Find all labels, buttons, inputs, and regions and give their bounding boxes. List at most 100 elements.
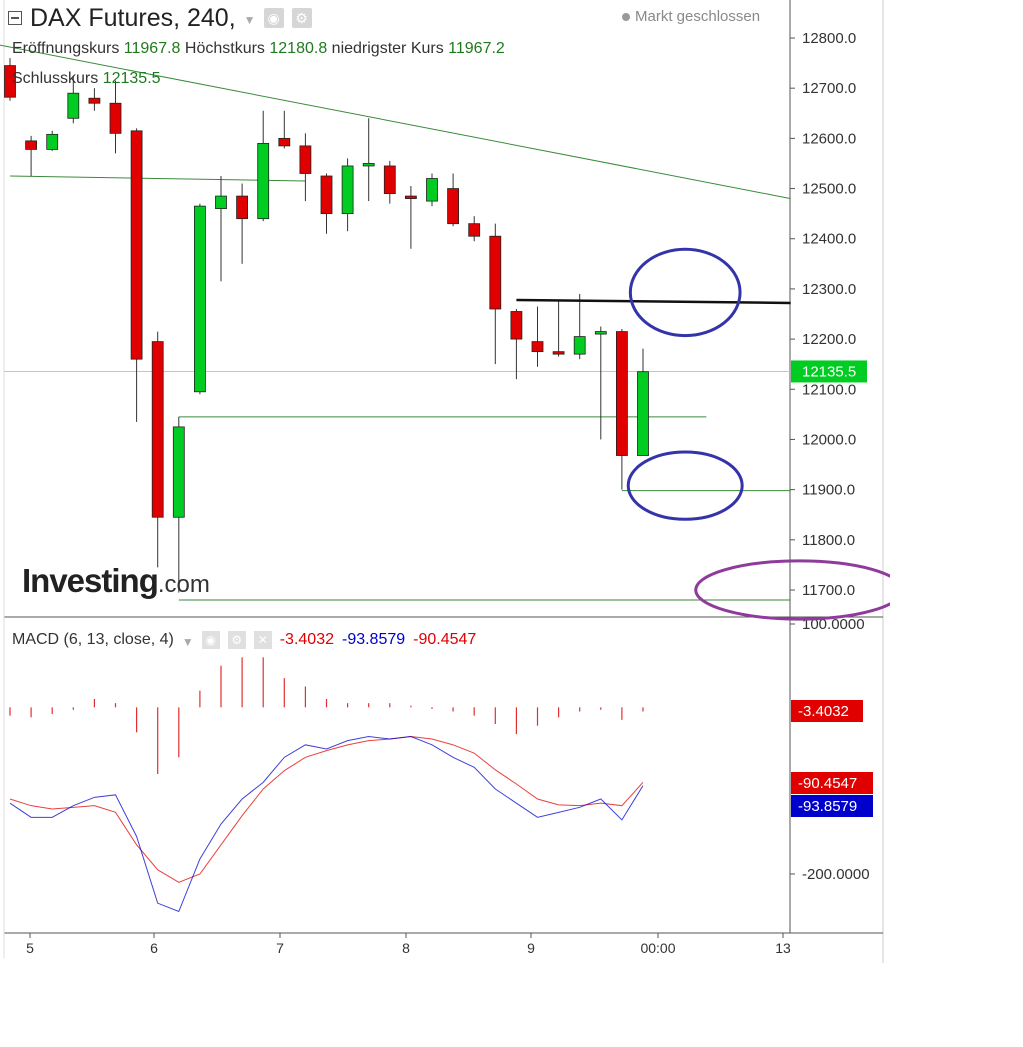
open-label: Eröffnungskurs <box>12 40 120 57</box>
y-tick-label: 11800.0 <box>802 532 855 549</box>
close-icon[interactable]: ✕ <box>253 631 272 649</box>
macd-histogram-badge-label: -3.4032 <box>798 703 849 720</box>
y-tick-label: 11700.0 <box>802 582 855 599</box>
macd-line-value: -93.8579 <box>341 631 406 648</box>
macd-y-tick-label: -200.0000 <box>802 866 870 883</box>
candle-down <box>489 235 502 310</box>
logo-text: Investing <box>22 562 159 599</box>
close-label: Schlusskurs <box>12 70 99 87</box>
candle-down <box>383 165 396 194</box>
open-value: 11967.8 <box>123 40 181 57</box>
candle-up <box>573 336 586 355</box>
macd-line <box>9 735 644 913</box>
candle-up <box>46 133 59 150</box>
candle-down <box>468 223 481 237</box>
candle-down <box>320 175 333 215</box>
logo-suffix: .com <box>157 571 210 598</box>
candle-down <box>151 341 164 518</box>
y-tick-label: 12500.0 <box>802 181 856 198</box>
candle-down <box>4 65 16 98</box>
chevron-down-icon[interactable]: ▼ <box>243 13 256 27</box>
plot-background <box>4 0 883 960</box>
candle-up <box>637 371 649 456</box>
eye-icon[interactable]: ◉ <box>201 631 220 649</box>
symbol-title[interactable]: DAX Futures, 240, <box>30 3 236 32</box>
high-value: 12180.8 <box>269 40 328 57</box>
trend-line <box>9 175 306 182</box>
high-label: Höchstkurs <box>184 40 265 57</box>
candle-up <box>172 426 185 518</box>
candle-down <box>404 195 417 199</box>
collapse-icon[interactable] <box>8 11 22 25</box>
candle-down <box>510 311 523 340</box>
ohlc-line-1: Eröffnungskurs 11967.8 Höchstkurs 12180.… <box>12 40 505 58</box>
chart-canvas[interactable]: 12800.0 12700.0 12600.0 12500.0 12400.0 12300… <box>0 0 890 963</box>
investing-logo: Investing.com <box>22 562 210 600</box>
gear-icon[interactable]: ⚙ <box>227 631 246 649</box>
market-status-label: Markt geschlossen <box>635 8 761 25</box>
annotation-ellipse-purple <box>694 559 890 621</box>
y-tick-label: 12700.0 <box>802 80 856 97</box>
x-tick-label: 13 <box>775 940 791 956</box>
y-tick-label: 12800.0 <box>802 30 856 47</box>
last-price-badge <box>791 360 867 383</box>
y-tick-label: 12000.0 <box>802 431 856 448</box>
last-price-badge-label: 12135.5 <box>802 363 856 380</box>
x-tick-label: 7 <box>276 940 284 956</box>
macd-label[interactable]: MACD (6, 13, close, 4) <box>12 631 174 648</box>
candle-down <box>109 102 122 134</box>
candle-up <box>426 178 438 202</box>
x-tick-label: 5 <box>26 940 34 956</box>
candle-up <box>257 142 270 220</box>
y-tick-label: 12600.0 <box>802 130 856 147</box>
annotation-ellipse-blue <box>626 450 744 521</box>
macd-signal-badge <box>791 772 873 794</box>
candle-down <box>531 341 544 353</box>
x-tick-label: 00:00 <box>640 940 675 956</box>
candle-down <box>552 351 565 355</box>
y-tick-label: 12100.0 <box>802 381 856 398</box>
y-tick-label: 12400.0 <box>802 231 856 248</box>
macd-histogram-badge <box>791 700 863 722</box>
annotation-ellipse-blue <box>628 247 742 338</box>
macd-y-tick-label: 100.0000 <box>802 616 865 633</box>
y-tick-label: 12200.0 <box>802 331 856 348</box>
macd-signal-badge-label: -90.4547 <box>798 775 857 792</box>
trend-line <box>0 44 791 200</box>
low-value: 11967.2 <box>448 40 505 57</box>
macd-line-badge <box>791 795 873 817</box>
title-row: DAX Futures, 240, ▼ ◉ ⚙ <box>8 4 312 32</box>
macd-header: MACD (6, 13, close, 4) ▼ ◉ ⚙ ✕ -3.4032 -… <box>12 631 476 649</box>
x-tick-label: 6 <box>150 940 158 956</box>
y-tick-label: 12300.0 <box>802 281 856 298</box>
x-tick-label: 8 <box>402 940 410 956</box>
candle-up <box>193 205 206 393</box>
gear-icon[interactable]: ⚙ <box>291 8 312 28</box>
candle-down <box>616 331 628 456</box>
candle-up <box>67 92 80 119</box>
low-label: niedrigster Kurs <box>331 40 444 57</box>
candle-up <box>362 163 375 167</box>
candle-down <box>278 137 291 147</box>
macd-signal-line <box>9 735 644 883</box>
chevron-down-icon[interactable]: ▼ <box>181 635 194 649</box>
x-tick-label: 9 <box>527 940 535 956</box>
candle-up <box>215 195 227 210</box>
macd-histogram-value: -3.4032 <box>279 631 334 648</box>
candle-down <box>88 97 101 104</box>
candle-down <box>236 195 249 220</box>
close-value: 12135.5 <box>102 70 161 87</box>
status-dot-icon <box>622 12 630 21</box>
y-tick-label: 11900.0 <box>802 482 855 499</box>
candle-down <box>447 188 460 225</box>
candle-up <box>341 165 354 215</box>
macd-signal-value: -90.4547 <box>413 631 477 648</box>
candle-down <box>299 145 312 174</box>
candle-down <box>25 140 38 150</box>
resistance-line <box>516 298 791 305</box>
chart-frame: 12800.0 12700.0 12600.0 12500.0 12400.0 12300… <box>0 0 890 963</box>
ohlc-line-2: Schlusskurs 12135.5 <box>12 70 161 88</box>
macd-line-badge-label: -93.8579 <box>798 798 857 815</box>
candle-up <box>594 331 607 335</box>
eye-icon[interactable]: ◉ <box>263 8 284 28</box>
